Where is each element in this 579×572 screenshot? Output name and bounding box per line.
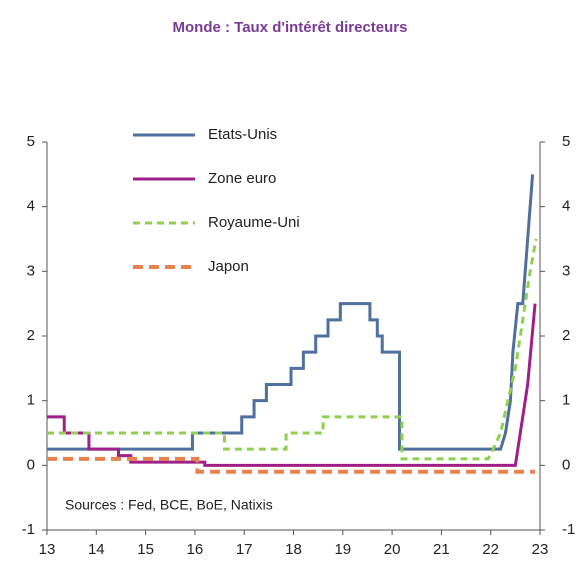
- y-tick-label: 5: [27, 133, 35, 150]
- y-tick-label: 0: [27, 456, 35, 473]
- y2-tick-label: 0: [562, 456, 570, 473]
- line: [47, 238, 538, 461]
- line: [47, 174, 535, 451]
- legend-label: Royaume-Uni: [208, 214, 300, 231]
- y2-tick-label: 3: [562, 262, 570, 279]
- x-tick-label: 21: [433, 541, 450, 558]
- y-tick-label: 1: [27, 392, 35, 409]
- y2-tick-label: -1: [562, 521, 575, 538]
- annotation: Sources : Fed, BCE, BoE, Natixis: [65, 497, 273, 513]
- x-tick-label: 17: [236, 541, 253, 558]
- legend-label: Zone euro: [208, 170, 276, 187]
- y2-tick-label: 1: [562, 392, 570, 409]
- y2-tick-label: 4: [562, 198, 570, 215]
- legend-label: Japon: [208, 258, 249, 275]
- x-tick-label: 14: [88, 541, 105, 558]
- legend-label: Etats-Unis: [208, 126, 277, 143]
- x-tick-label: 19: [334, 541, 351, 558]
- y-tick-label: 4: [27, 198, 35, 215]
- x-tick-label: 13: [39, 541, 56, 558]
- y2-tick-label: 2: [562, 327, 570, 344]
- y-tick-label: 3: [27, 262, 35, 279]
- x-tick-label: 15: [137, 541, 154, 558]
- y-tick-label: -1: [22, 521, 35, 538]
- x-tick-label: 16: [187, 541, 204, 558]
- chart-title: Monde : Taux d'intérêt directeurs: [173, 19, 408, 36]
- x-tick-label: 20: [384, 541, 401, 558]
- y-tick-label: 2: [27, 327, 35, 344]
- y2-tick-label: 5: [562, 133, 570, 150]
- x-tick-label: 22: [482, 541, 499, 558]
- x-tick-label: 23: [532, 541, 549, 558]
- x-tick-label: 18: [285, 541, 302, 558]
